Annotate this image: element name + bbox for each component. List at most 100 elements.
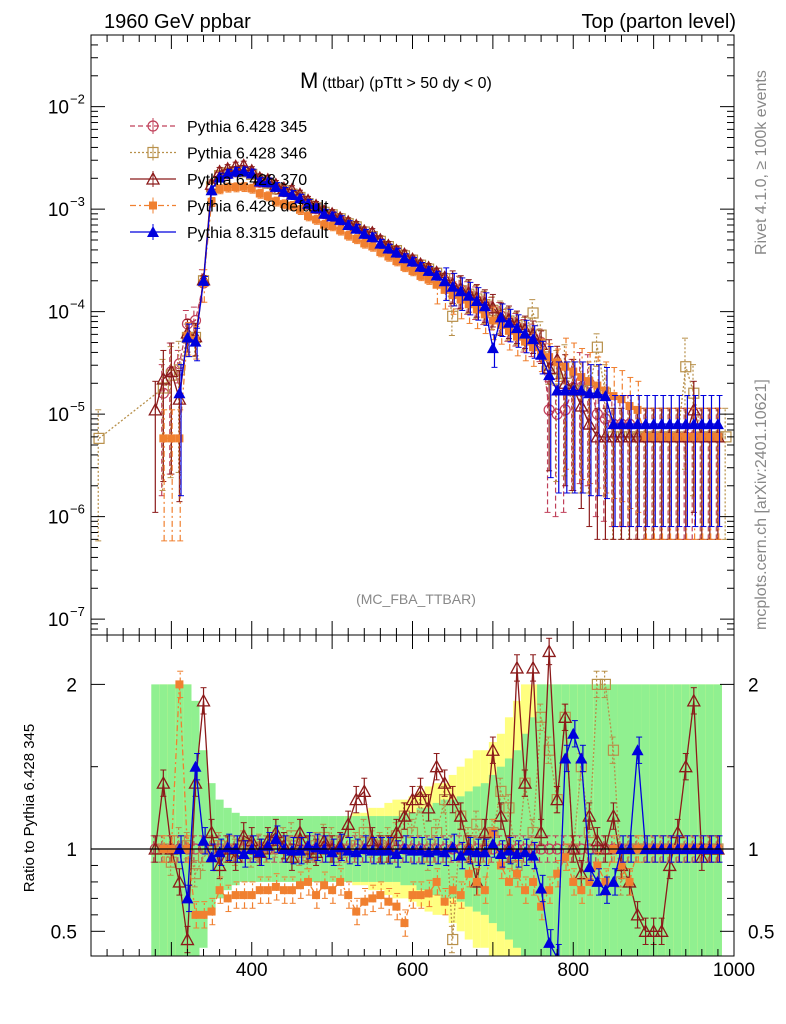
data-point [310, 202, 323, 214]
data-point [191, 910, 200, 919]
data-point [384, 897, 393, 906]
data-point [349, 792, 364, 806]
data-point [352, 907, 361, 916]
watermark: (MC_FBA_TTBAR) [356, 591, 476, 607]
data-point [213, 171, 226, 183]
data-point [196, 693, 211, 707]
data-point [440, 897, 449, 906]
data-point [561, 362, 570, 371]
data-point [304, 212, 313, 221]
plot-title-main: M [300, 68, 318, 93]
data-point [574, 398, 589, 412]
data-point [438, 846, 451, 858]
data-point [574, 866, 589, 880]
data-point [295, 881, 304, 890]
data-point [374, 237, 387, 249]
y-tick-exponent: −5 [70, 399, 85, 414]
data-point [494, 847, 507, 859]
data-point [255, 886, 264, 895]
data-point [446, 841, 459, 853]
data-point [293, 844, 306, 856]
data-point [376, 248, 385, 257]
data-point [400, 919, 409, 928]
ratio-y-tick-label: 2 [66, 675, 77, 696]
data-point [336, 877, 345, 886]
data-point [304, 877, 313, 886]
ratio-y-tick-label-right: 2 [748, 675, 759, 696]
data-point [577, 373, 586, 382]
data-point [559, 752, 572, 764]
data-point [269, 833, 282, 845]
legend-label: Pythia 8.315 default [187, 225, 329, 242]
data-point [148, 402, 163, 416]
data-point [488, 828, 497, 837]
data-point [496, 861, 505, 870]
legend-label: Pythia 6.428 370 [187, 172, 307, 189]
uncertainty-band-green [175, 684, 184, 956]
data-point [615, 418, 628, 430]
data-point [207, 907, 216, 916]
legend-marker [147, 120, 159, 132]
data-point [527, 307, 539, 319]
data-point [630, 907, 645, 921]
data-point [413, 784, 428, 798]
data-point [542, 644, 557, 658]
data-point [517, 775, 533, 789]
ratio-y-tick-label: 0.5 [51, 922, 77, 943]
data-point [406, 255, 419, 267]
data-point [215, 185, 224, 194]
uncertainty-band-green [561, 684, 570, 956]
data-point [447, 310, 459, 322]
data-point [657, 432, 666, 441]
data-point [553, 869, 562, 878]
data-point [480, 886, 489, 895]
data-point [271, 882, 280, 891]
data-point [503, 802, 515, 814]
data-point [408, 267, 417, 276]
data-point [681, 432, 690, 441]
data-point [649, 432, 658, 441]
data-point [493, 808, 509, 822]
legend-label: Pythia 6.428 default [187, 199, 329, 216]
data-point [495, 785, 507, 797]
data-point [470, 846, 483, 858]
data-point [662, 858, 677, 872]
data-point [432, 280, 441, 289]
data-point [464, 300, 473, 309]
data-point [575, 384, 588, 396]
data-point [591, 678, 603, 690]
data-point [609, 392, 618, 401]
uncertainty-band-green [191, 700, 200, 956]
data-point [382, 242, 395, 254]
data-point [504, 877, 513, 886]
data-point [366, 844, 379, 856]
uncertainty-band-green [681, 684, 690, 956]
data-point [679, 418, 692, 430]
uncertainty-band-green [151, 684, 160, 956]
data-point [223, 894, 232, 903]
data-point [585, 377, 594, 386]
data-point [454, 285, 467, 297]
data-point [625, 402, 634, 411]
series-pythia-8-315-default [173, 720, 724, 956]
data-point [447, 933, 459, 946]
y-tick-label: 10 [48, 508, 69, 529]
data-point [384, 252, 393, 261]
data-point [488, 316, 497, 325]
data-point [287, 886, 296, 895]
series-line [163, 186, 718, 440]
rivet-label: Rivet 4.1.0, ≥ 100k events [753, 70, 770, 255]
y-tick-label: 10 [48, 405, 69, 426]
legend-label: Pythia 6.428 345 [187, 119, 307, 136]
data-point [326, 210, 339, 222]
data-point [277, 185, 290, 197]
data-point [504, 326, 513, 335]
x-tick-label: 400 [236, 960, 268, 981]
data-point [521, 886, 530, 895]
data-point [689, 432, 698, 441]
data-point [477, 825, 492, 839]
data-point [577, 886, 586, 895]
data-point [400, 262, 409, 271]
data-point [229, 165, 242, 177]
data-point [686, 693, 701, 707]
